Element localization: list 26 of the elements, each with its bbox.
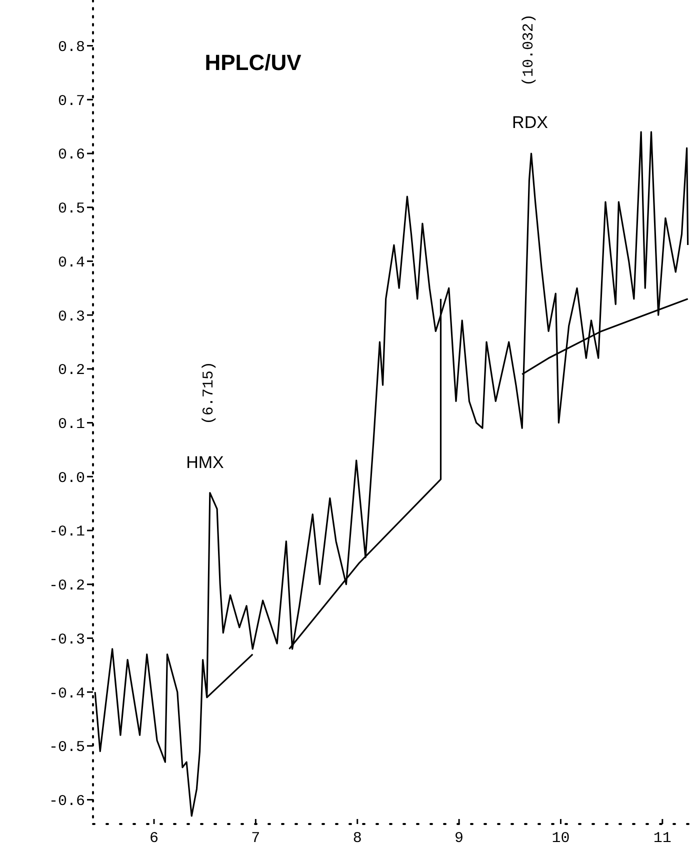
x-tick-label: 8 [352, 830, 362, 847]
y-tick-label: 0.8 [58, 39, 85, 56]
annotation: (6.715) [200, 361, 218, 425]
text: HPLC/UV [204, 50, 302, 75]
x-tick-label: 11 [653, 830, 672, 847]
annotation: (10.032) [520, 14, 538, 86]
y-tick-label: -0.5 [48, 739, 85, 756]
y-tick-label: 0.2 [58, 362, 85, 380]
x-tick-label: 9 [454, 830, 464, 847]
y-tick-label: -0.6 [48, 793, 85, 810]
y-tick-label: -0.3 [48, 631, 85, 648]
y-tick-label: -0.1 [48, 524, 85, 541]
y-tick-label: -0.2 [48, 578, 85, 595]
x-tick-label: 10 [552, 830, 570, 847]
y-tick-label: -0.4 [48, 685, 85, 702]
y-tick-label: 0.3 [58, 308, 85, 326]
x-tick-label: 7 [251, 830, 260, 847]
y-tick-label: 0.1 [58, 416, 85, 434]
y-tick-label: 0.6 [58, 146, 85, 164]
annotation: HMX [186, 452, 224, 472]
y-tick-label: 0.7 [58, 92, 85, 110]
x-tick-label: 6 [150, 830, 159, 847]
y-tick-label: 0.4 [58, 254, 85, 272]
annotation: RDX [512, 112, 548, 132]
y-tick-label: 0.0 [58, 470, 85, 487]
y-tick-label: 0.5 [58, 200, 85, 218]
